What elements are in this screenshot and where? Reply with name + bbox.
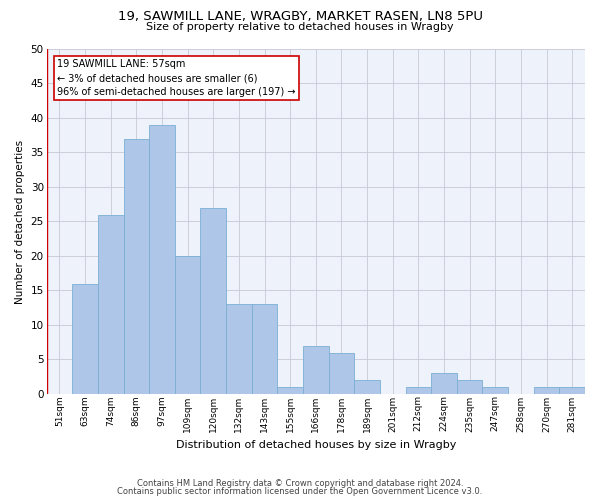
Text: 19 SAWMILL LANE: 57sqm
← 3% of detached houses are smaller (6)
96% of semi-detac: 19 SAWMILL LANE: 57sqm ← 3% of detached … bbox=[58, 60, 296, 98]
Y-axis label: Number of detached properties: Number of detached properties bbox=[15, 140, 25, 304]
Bar bbox=[251, 304, 277, 394]
Bar bbox=[72, 284, 98, 394]
Bar bbox=[482, 387, 508, 394]
Bar bbox=[534, 387, 559, 394]
Bar bbox=[226, 304, 251, 394]
Bar bbox=[277, 387, 303, 394]
Bar bbox=[303, 346, 329, 394]
Bar bbox=[124, 138, 149, 394]
X-axis label: Distribution of detached houses by size in Wragby: Distribution of detached houses by size … bbox=[176, 440, 456, 450]
Text: 19, SAWMILL LANE, WRAGBY, MARKET RASEN, LN8 5PU: 19, SAWMILL LANE, WRAGBY, MARKET RASEN, … bbox=[118, 10, 482, 23]
Bar bbox=[559, 387, 585, 394]
Text: Size of property relative to detached houses in Wragby: Size of property relative to detached ho… bbox=[146, 22, 454, 32]
Text: Contains public sector information licensed under the Open Government Licence v3: Contains public sector information licen… bbox=[118, 488, 482, 496]
Bar bbox=[406, 387, 431, 394]
Bar bbox=[175, 256, 200, 394]
Bar bbox=[149, 125, 175, 394]
Bar bbox=[431, 373, 457, 394]
Text: Contains HM Land Registry data © Crown copyright and database right 2024.: Contains HM Land Registry data © Crown c… bbox=[137, 478, 463, 488]
Bar bbox=[354, 380, 380, 394]
Bar bbox=[329, 352, 354, 394]
Bar bbox=[200, 208, 226, 394]
Bar bbox=[98, 214, 124, 394]
Bar bbox=[457, 380, 482, 394]
